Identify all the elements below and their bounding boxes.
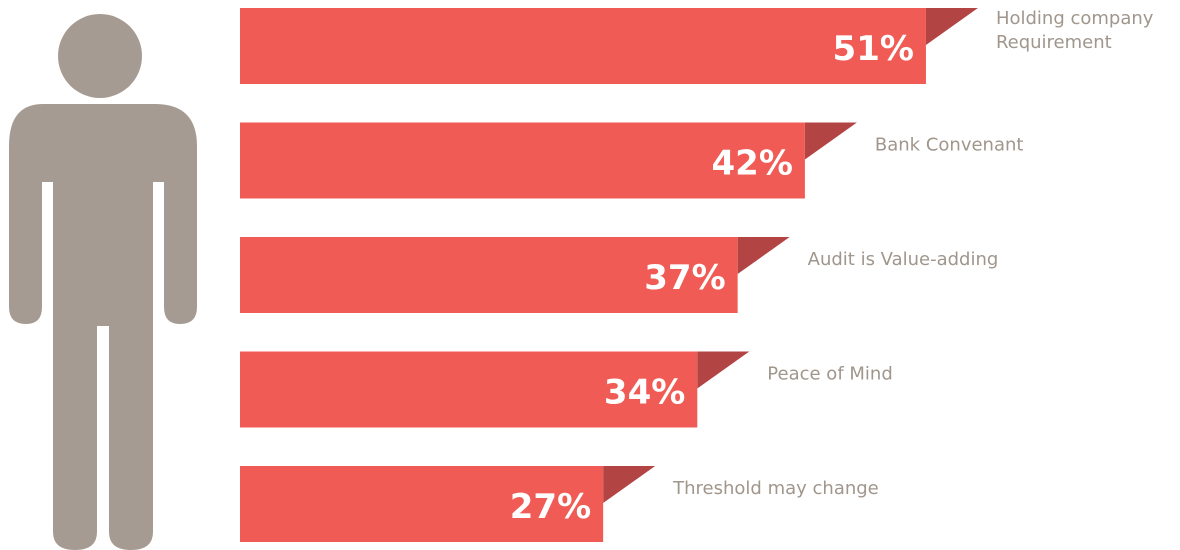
bar-value-label: 34% xyxy=(604,373,685,413)
category-label: Audit is Value-adding xyxy=(808,249,999,270)
bar xyxy=(240,122,805,199)
category-label-line: Requirement xyxy=(996,32,1112,53)
bar-group: 37% Audit is Value-adding xyxy=(240,237,998,313)
category-label: Bank Convenant xyxy=(875,135,1024,156)
category-label-line: Holding company xyxy=(996,8,1154,29)
category-label-line: Bank Convenant xyxy=(875,135,1024,156)
bar-value-label: 27% xyxy=(510,487,591,527)
bar-value-label: 42% xyxy=(712,144,793,184)
category-label: Peace of Mind xyxy=(767,364,892,385)
bar-fold xyxy=(737,237,790,274)
bar-fold xyxy=(804,122,857,160)
category-label-line: Audit is Value-adding xyxy=(808,249,999,270)
bar xyxy=(240,466,604,542)
bar-fold xyxy=(697,351,750,389)
bar xyxy=(240,237,738,313)
person-icon xyxy=(9,14,197,550)
category-label-line: Peace of Mind xyxy=(767,364,892,385)
category-label: Holding company Requirement xyxy=(996,8,1154,53)
bar xyxy=(240,8,926,84)
bar-value-label: 51% xyxy=(833,29,914,69)
bar-group: 42% Bank Convenant xyxy=(240,122,1024,199)
bar-group: 34% Peace of Mind xyxy=(240,351,893,428)
bar-fold xyxy=(603,466,656,503)
bar-group: 51% Holding company Requirement xyxy=(240,8,1154,84)
bar-group: 27% Threshold may change xyxy=(240,466,879,542)
category-label: Threshold may change xyxy=(672,478,879,499)
bar xyxy=(240,351,698,428)
bar-fold xyxy=(925,8,978,45)
bar-value-label: 37% xyxy=(644,258,725,298)
category-label-line: Threshold may change xyxy=(672,478,879,499)
